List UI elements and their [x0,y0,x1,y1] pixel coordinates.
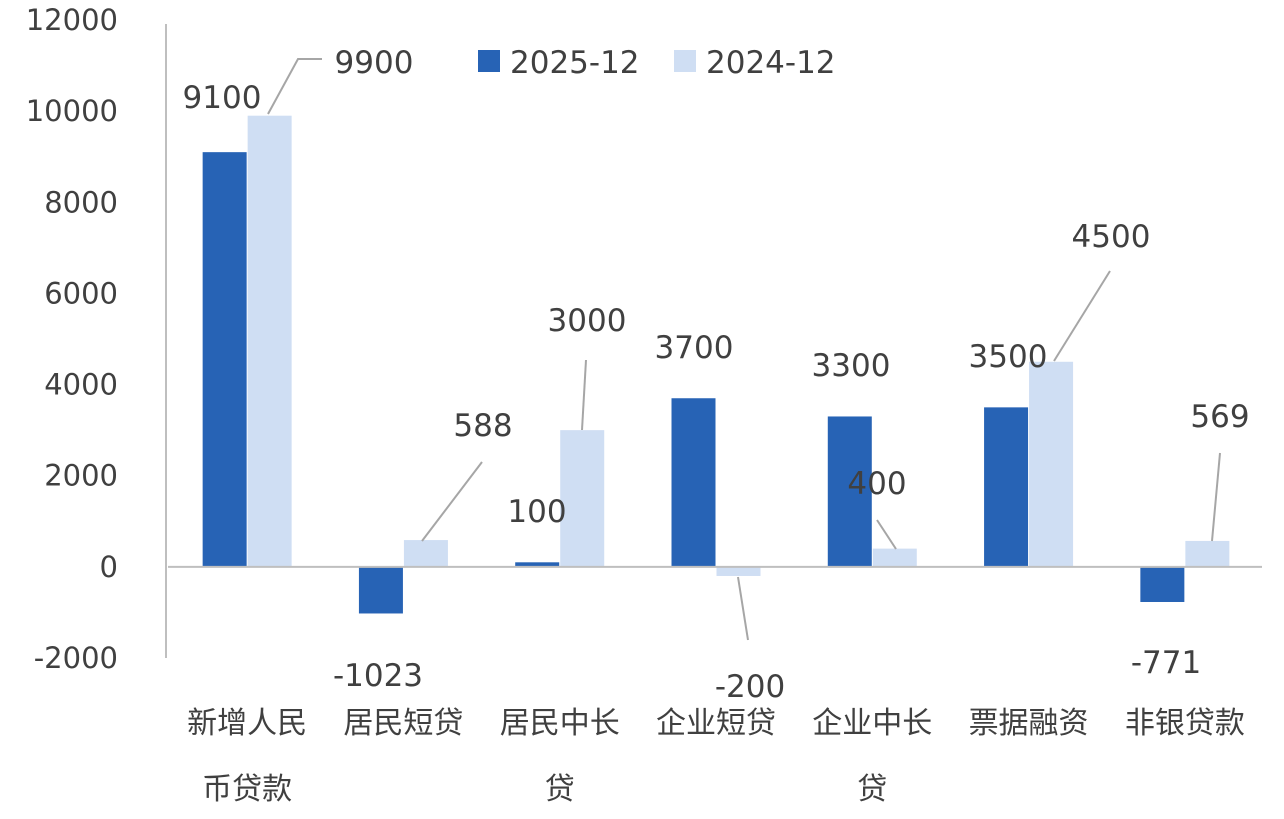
legend: 2025-12 2024-12 [478,45,836,81]
category-label-1-0: 居民短贷 [343,706,463,741]
y-tick-label: 10000 [26,94,118,128]
leader-line-2024-12-5 [1053,270,1111,362]
bar-2024-12-3 [716,566,761,576]
data-label-2025-12-2: 100 [507,494,566,530]
data-label-2025-12-4: 3300 [812,348,891,384]
category-label-2-0: 居民中长 [500,706,620,741]
leader-line-2024-12-3 [737,576,749,641]
category-label-4-1: 贷 [857,772,887,807]
bar-2024-12-2 [560,430,605,567]
bars [202,115,1230,614]
category-label-4-0: 企业中长 [812,706,932,741]
data-label-2025-12-1: -1023 [333,658,423,694]
y-tick-label: 6000 [44,276,118,310]
y-tick-label: 4000 [44,368,118,402]
data-label-2025-12-3: 3700 [655,330,734,366]
y-tick-label: 8000 [44,185,118,219]
data-label-2024-12-5: 4500 [1072,219,1151,255]
y-tick-label: 2000 [44,459,118,493]
y-tick-label: -2000 [34,641,118,675]
bar-2024-12-5 [1029,361,1074,567]
bar-2024-12-1 [403,540,448,567]
bar-2025-12-2 [515,562,560,567]
bar-2025-12-3 [671,398,716,567]
data-label-2024-12-3: -200 [715,669,785,705]
bar-2025-12-4 [827,416,872,567]
leader-line-2024-12-4 [876,519,897,550]
bar-2025-12-6 [1140,566,1185,602]
category-label-0-0: 新增人民 [187,706,307,741]
leader-line-2024-12-2 [581,359,587,431]
leader-line-2024-12-1 [421,461,483,542]
data-labels: 9100 9900 -1023 588 100 3000 3700 -200 3300 400 35… [183,45,1250,705]
legend-swatch-2025-12 [478,50,500,72]
legend-swatch-2024-12 [674,50,696,72]
category-label-3-0: 企业短贷 [656,706,776,741]
bar-2025-12-0 [202,152,247,567]
leader-lines [267,58,1221,641]
category-label-2-1: 贷 [545,772,575,807]
bar-2025-12-5 [984,407,1029,567]
category-label-0-1: 币贷款 [202,772,292,807]
y-tick-label: 12000 [26,3,118,37]
legend-label-2025-12: 2025-12 [510,45,640,81]
data-label-2025-12-5: 3500 [969,339,1048,375]
bar-2024-12-6 [1185,540,1230,567]
bar-2024-12-4 [872,548,917,567]
category-label-6-0: 非银贷款 [1125,706,1245,741]
leader-line-2024-12-0 [267,58,322,115]
bar-2024-12-0 [247,115,292,567]
y-tick-label: 0 [100,550,118,584]
data-label-2024-12-1: 588 [453,408,512,444]
data-label-2025-12-0: 9100 [183,80,262,116]
data-label-2024-12-4: 400 [847,466,906,502]
bar-2025-12-1 [358,566,403,614]
y-axis: -2000 0 2000 4000 6000 8000 10000 12000 [26,3,167,675]
data-label-2024-12-6: 569 [1190,399,1249,435]
leader-line-2024-12-6 [1211,452,1221,542]
category-label-5-0: 票据融资 [969,706,1089,741]
data-label-2024-12-2: 3000 [548,303,627,339]
data-label-2024-12-0: 9900 [335,45,414,81]
data-label-2025-12-6: -771 [1131,645,1201,681]
legend-label-2024-12: 2024-12 [706,45,836,81]
